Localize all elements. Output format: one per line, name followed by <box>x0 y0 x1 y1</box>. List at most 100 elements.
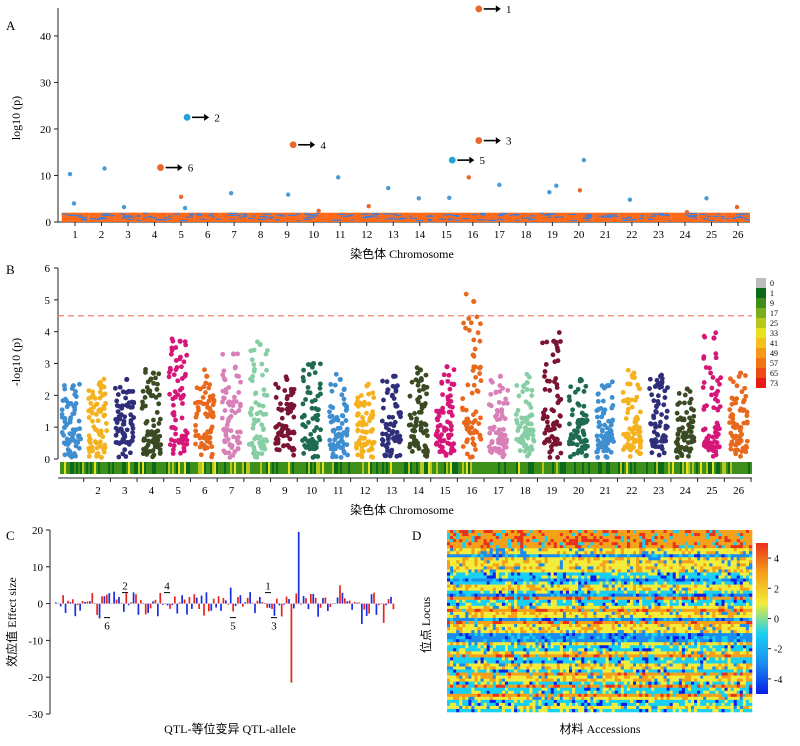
panel-d-heatmap-cell <box>551 557 554 560</box>
panel-b-point <box>155 428 160 433</box>
panel-d-heatmap-cell <box>654 591 657 594</box>
panel-d-heatmap-cell <box>484 548 487 551</box>
panel-d-heatmap-cell <box>478 569 481 572</box>
panel-c-bar <box>116 600 118 604</box>
panel-d-heatmap-cell <box>728 542 731 545</box>
panel-d-heatmap-cell <box>743 579 746 582</box>
panel-d-heatmap-cell <box>645 594 648 597</box>
panel-c-bar <box>208 604 210 612</box>
panel-d-heatmap-cell <box>664 545 667 548</box>
panel-d-heatmap-cell <box>728 545 731 548</box>
panel-d-heatmap-cell <box>676 551 679 554</box>
panel-b-density-cell <box>364 462 366 474</box>
panel-d-heatmap-cell <box>654 554 657 557</box>
panel-d-heatmap-cell <box>471 545 474 548</box>
panel-b-point <box>369 447 374 452</box>
panel-d-heatmap-cell <box>526 539 529 542</box>
panel-b-x-tick-label: 23 <box>653 485 665 497</box>
panel-b-point <box>682 417 687 422</box>
panel-c-bar <box>337 597 339 603</box>
panel-d-heatmap-cell <box>743 539 746 542</box>
panel-d-heatmap-cell <box>566 594 569 597</box>
panel-d-heatmap-cell <box>667 539 670 542</box>
panel-d-heatmap-cell <box>725 569 728 572</box>
panel-d-heatmap-cell <box>740 582 743 585</box>
panel-c-bar <box>286 597 288 604</box>
panel-c-bar <box>257 601 259 604</box>
panel-d-heatmap-cell <box>715 585 718 588</box>
panel-b-point <box>95 452 100 457</box>
panel-d-heatmap-cell <box>654 557 657 560</box>
panel-b-point <box>436 424 441 429</box>
panel-b-density-cell <box>526 462 528 474</box>
panel-d-heatmap-cell <box>688 539 691 542</box>
panel-b-point <box>687 425 692 430</box>
panel-d-heatmap-cell <box>526 591 529 594</box>
panel-d-heatmap-cell <box>630 585 633 588</box>
panel-d-heatmap-cell <box>496 548 499 551</box>
panel-d-heatmap-cell <box>539 579 542 582</box>
panel-d-heatmap-cell <box>639 539 642 542</box>
panel-d-heatmap-cell <box>481 588 484 591</box>
panel-d-heatmap-cell <box>578 576 581 579</box>
panel-d-heatmap-cell <box>590 566 593 569</box>
panel-d-heatmap-cell <box>618 572 621 575</box>
panel-d-heatmap-cell <box>657 579 660 582</box>
panel-b-point <box>417 395 422 400</box>
panel-d-heatmap-cell <box>450 530 453 533</box>
panel-b-point <box>60 412 65 417</box>
panel-d-heatmap-cell <box>548 591 551 594</box>
panel-d-heatmap-cell <box>667 582 670 585</box>
panel-d-heatmap-cell <box>612 536 615 539</box>
panel-b-point <box>471 368 476 373</box>
panel-b-density-cell <box>478 462 480 474</box>
panel-b-density-cell <box>92 462 94 474</box>
panel-d-heatmap-cell <box>526 569 529 572</box>
panel-d-heatmap-cell <box>478 548 481 551</box>
panel-b-point <box>328 404 333 409</box>
panel-d-heatmap-cell <box>514 554 517 557</box>
panel-b-density-cell <box>174 462 176 474</box>
panel-b-point <box>77 426 82 431</box>
panel-d-heatmap-cell <box>749 563 752 566</box>
panel-d-heatmap-cell <box>740 548 743 551</box>
panel-d-heatmap-cell <box>612 588 615 591</box>
panel-d-heatmap-cell <box>484 588 487 591</box>
panel-d-heatmap-cell <box>508 545 511 548</box>
panel-d-heatmap-cell <box>581 585 584 588</box>
panel-d-heatmap-cell <box>621 563 624 566</box>
panel-d-heatmap-cell <box>465 536 468 539</box>
panel-d-heatmap-cell <box>590 569 593 572</box>
panel-b-density-cell <box>336 462 338 474</box>
panel-d-heatmap-cell <box>514 585 517 588</box>
panel-b-point <box>386 441 391 446</box>
panel-b-x-tick-label: 11 <box>333 485 344 497</box>
panel-b-point <box>605 441 610 446</box>
panel-d-heatmap-cell <box>673 542 676 545</box>
panel-b-density-cell <box>126 462 128 474</box>
panel-d-heatmap-cell <box>560 588 563 591</box>
panel-d-heatmap-cell <box>734 542 737 545</box>
panel-d-heatmap-cell <box>487 572 490 575</box>
panel-d-heatmap-cell <box>465 533 468 536</box>
panel-d-heatmap-cell <box>545 542 548 545</box>
panel-d-heatmap-cell <box>487 530 490 533</box>
panel-d-heatmap-cell <box>670 548 673 551</box>
panel-d-heatmap-cell <box>697 536 700 539</box>
panel-d-heatmap-cell <box>523 560 526 563</box>
panel-b-point <box>301 378 306 383</box>
panel-d-heatmap-cell <box>728 566 731 569</box>
panel-b-x-tick-label: 21 <box>600 485 611 497</box>
panel-d-heatmap-cell <box>651 551 654 554</box>
panel-b-density-cell <box>654 462 656 474</box>
panel-b-density-cell <box>378 462 380 474</box>
panel-d-heatmap-cell <box>648 572 651 575</box>
panel-d-heatmap-cell <box>691 591 694 594</box>
panel-b-point <box>651 443 656 448</box>
panel-b-point <box>499 449 504 454</box>
panel-c-y-tick-label: -30 <box>28 709 43 721</box>
panel-c-bar <box>346 601 348 603</box>
panel-b-point <box>158 450 163 455</box>
panel-d-heatmap-cell <box>548 557 551 560</box>
panel-b-peak-point <box>605 383 610 388</box>
